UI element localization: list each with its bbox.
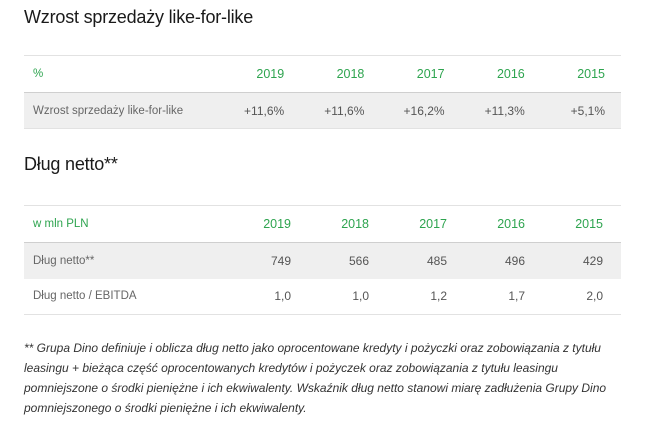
table-row: Dług netto** 749 566 485 496 429: [24, 242, 621, 279]
year-header: 2016: [465, 205, 543, 243]
year-header: 2018: [300, 55, 381, 93]
table-cell: 1,2: [387, 278, 465, 315]
unit-header: %: [24, 55, 221, 93]
table-cell: 749: [270, 253, 291, 268]
year-header: 2017: [387, 205, 465, 243]
year-header: 2015: [540, 55, 621, 93]
table-cell: 1,0: [309, 278, 387, 315]
year-header: 2017: [380, 55, 461, 93]
row-label: Dług netto / EBITDA: [24, 278, 231, 315]
table-cell: 429: [582, 253, 603, 268]
net-debt-section-title: Dług netto**: [24, 154, 118, 174]
year-header: 2018: [309, 205, 387, 243]
year-header: 2019: [231, 205, 309, 243]
table-cell: +11,3%: [460, 92, 541, 129]
table-cell: +5,1%: [540, 92, 621, 129]
footnote: ** Grupa Dino definiuje i oblicza dług n…: [24, 341, 607, 415]
year-header: 2015: [543, 205, 621, 243]
table-cell: +16,2%: [380, 92, 461, 129]
net-debt-table: w mln PLN 2019 2018 2017 2016 2015 Dług …: [24, 205, 621, 315]
table-row: Wzrost sprzedaży like-for-like +11,6% +1…: [24, 92, 621, 129]
table-cell: +11,6%: [300, 92, 381, 129]
table-cell: +11,6%: [220, 92, 301, 129]
table-cell: 566: [348, 253, 369, 268]
year-header: 2019: [220, 55, 301, 93]
table-cell: 496: [504, 253, 525, 268]
like-for-like-section-title: Wzrost sprzedaży like-for-like: [24, 7, 254, 27]
row-label: Wzrost sprzedaży like-for-like: [24, 92, 221, 129]
like-for-like-table: % 2019 2018 2017 2016 2015 Wzrost sprzed…: [24, 55, 621, 129]
table-cell: 1,7: [465, 278, 543, 315]
table-cell: 485: [426, 253, 447, 268]
table-cell: 2,0: [543, 278, 621, 315]
year-header: 2016: [460, 55, 541, 93]
unit-header: w mln PLN: [24, 205, 231, 243]
table-header-row: % 2019 2018 2017 2016 2015: [24, 55, 621, 93]
table-cell: 1,0: [231, 278, 309, 315]
table-row: Dług netto / EBITDA 1,0 1,0 1,2 1,7 2,0: [24, 278, 621, 315]
table-header-row: w mln PLN 2019 2018 2017 2016 2015: [24, 205, 621, 243]
row-label: Dług netto**: [33, 254, 95, 267]
